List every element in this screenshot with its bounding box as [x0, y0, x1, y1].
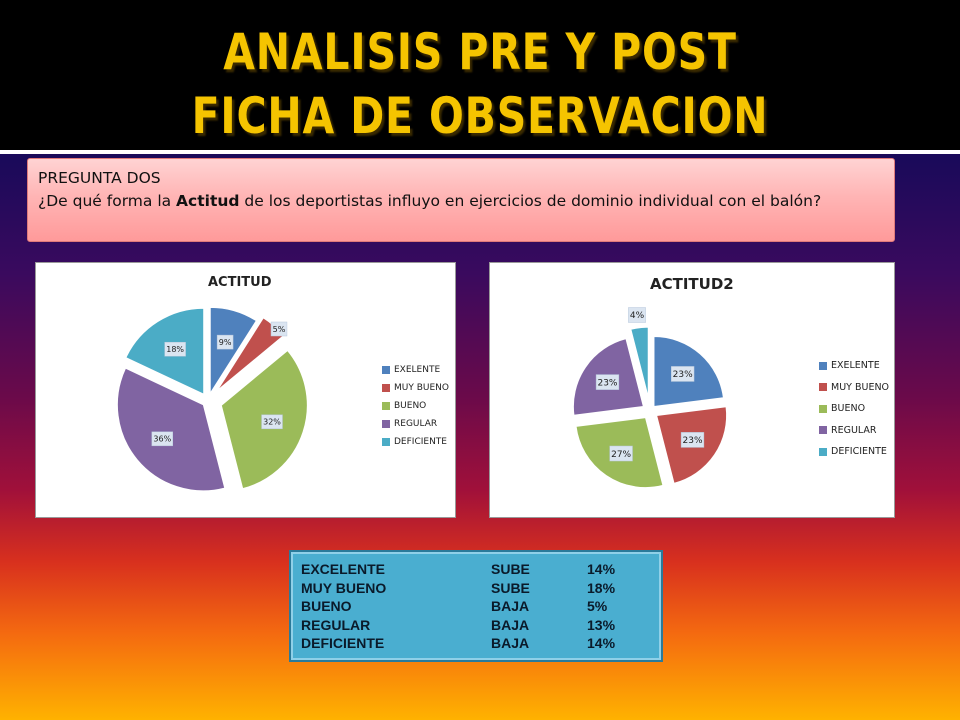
chart-actitud2: 23% 23% 27% 23% 4% ACTITUD2 EXELENTE MUY BUEN…	[489, 262, 895, 518]
svg-text:27%: 27%	[611, 450, 631, 460]
category-cell: BUENO	[301, 598, 352, 614]
legend-item: REGULAR	[819, 420, 889, 442]
chart-legend: EXELENTE MUY BUENO BUENO REGULAR DEFICIENTE	[382, 361, 449, 451]
legend-label: MUY BUENO	[831, 381, 890, 393]
legend-swatch	[819, 447, 827, 456]
page-title-line2: FICHA DE OBSERVACION	[191, 87, 769, 145]
chart-actitud: 9% 5% 32% 36% 18% ACTITUD EXELENTE MUY BUENO B…	[35, 262, 456, 518]
question-text-end: de los deportistas influyo en ejercicios…	[239, 192, 822, 210]
data-label: 9%	[216, 334, 234, 350]
svg-text:4%: 4%	[630, 311, 645, 321]
table-row: BUENO BAJA 5%	[301, 597, 651, 616]
legend-item: REGULAR	[382, 415, 449, 433]
question-text-start: ¿De qué forma la	[38, 192, 177, 210]
summary-table: EXCELENTE SUBE 14% MUY BUENO SUBE 18% BUENO BAJ…	[289, 550, 663, 662]
trend-cell: SUBE	[491, 561, 530, 577]
legend-item: MUY BUENO	[382, 379, 449, 397]
pie-slice-regular	[116, 367, 226, 492]
chart-legend: EXELENTE MUY BUENO BUENO REGULAR DEFICIENTE	[819, 355, 889, 463]
pie-chart-actitud: 9% 5% 32% 36% 18%	[116, 306, 308, 492]
legend-swatch	[819, 426, 827, 435]
legend-swatch	[382, 402, 390, 410]
data-label: 32%	[261, 414, 283, 430]
chart-title: ACTITUD	[208, 275, 272, 290]
data-label: 23%	[680, 432, 705, 448]
legend-label: EXELENTE	[831, 360, 880, 372]
legend-label: BUENO	[831, 403, 866, 415]
pie-slice-exelente	[209, 306, 258, 396]
change-cell: 13%	[587, 616, 616, 633]
category-cell: EXCELENTE	[301, 561, 386, 577]
question-box: PREGUNTA DOS ¿De qué forma la Actitud de…	[27, 158, 895, 242]
chart-title: ACTITUD2	[650, 275, 734, 293]
legend-swatch	[819, 404, 827, 413]
svg-text:5%: 5%	[273, 325, 286, 334]
legend-swatch	[382, 366, 390, 374]
data-label: 23%	[595, 374, 620, 390]
legend-swatch	[382, 438, 390, 446]
table-row: EXCELENTE SUBE 14%	[301, 560, 651, 579]
trend-cell: SUBE	[491, 579, 530, 596]
svg-text:23%: 23%	[597, 378, 617, 388]
pie-chart-actitud2: 23% 23% 27% 23% 4%	[572, 307, 728, 489]
legend-swatch	[382, 420, 390, 428]
data-label: 18%	[164, 341, 186, 357]
change-cell: 5%	[587, 598, 608, 614]
svg-text:23%: 23%	[673, 370, 693, 380]
svg-text:23%: 23%	[683, 436, 703, 446]
data-label: 4%	[628, 307, 646, 323]
legend-label: DEFICIENTE	[831, 446, 887, 458]
legend-label: EXELENTE	[394, 365, 441, 375]
change-cell: 18%	[587, 579, 616, 596]
legend-label: BUENO	[394, 401, 427, 411]
table-row: DEFICIENTE BAJA 14%	[301, 634, 651, 653]
legend-item: DEFICIENTE	[382, 433, 449, 451]
trend-cell: BAJA	[491, 598, 530, 614]
legend-label: REGULAR	[831, 424, 877, 436]
question-keyword: Actitud	[176, 192, 240, 210]
page-title-line1: ANALISIS PRE Y POST	[223, 23, 737, 81]
legend-item: BUENO	[819, 398, 889, 420]
svg-text:36%: 36%	[153, 435, 171, 444]
data-label: 23%	[671, 366, 695, 382]
legend-label: REGULAR	[394, 419, 438, 429]
header-bar: ANALISIS PRE Y POST FICHA DE OBSERVACION	[0, 0, 960, 154]
data-label: 36%	[151, 431, 173, 447]
trend-cell: BAJA	[491, 616, 530, 633]
data-label: 27%	[609, 445, 633, 462]
trend-cell: BAJA	[491, 635, 530, 651]
legend-item: DEFICIENTE	[819, 441, 889, 463]
legend-label: DEFICIENTE	[394, 437, 447, 447]
legend-swatch	[819, 361, 827, 370]
legend-item: MUY BUENO	[819, 377, 889, 399]
table-row: MUY BUENO SUBE 18%	[301, 579, 651, 598]
category-cell: DEFICIENTE	[301, 635, 385, 651]
legend-swatch	[382, 384, 390, 392]
question-title: PREGUNTA DOS	[38, 169, 161, 187]
legend-label: MUY BUENO	[394, 383, 449, 393]
category-cell: REGULAR	[301, 616, 371, 633]
legend-item: EXELENTE	[819, 355, 889, 377]
change-cell: 14%	[587, 635, 616, 651]
svg-text:32%: 32%	[263, 418, 281, 427]
question-text: ¿De qué forma la Actitud de los deportis…	[38, 190, 884, 213]
legend-item: EXELENTE	[382, 361, 449, 379]
data-label: 5%	[270, 321, 288, 337]
svg-text:18%: 18%	[166, 345, 184, 354]
svg-text:9%: 9%	[219, 338, 232, 347]
pie-slice-deficiente	[630, 326, 649, 398]
change-cell: 14%	[587, 561, 616, 577]
legend-item: BUENO	[382, 397, 449, 415]
category-cell: MUY BUENO	[301, 579, 387, 596]
table-row: REGULAR BAJA 13%	[301, 616, 651, 635]
legend-swatch	[819, 383, 827, 392]
